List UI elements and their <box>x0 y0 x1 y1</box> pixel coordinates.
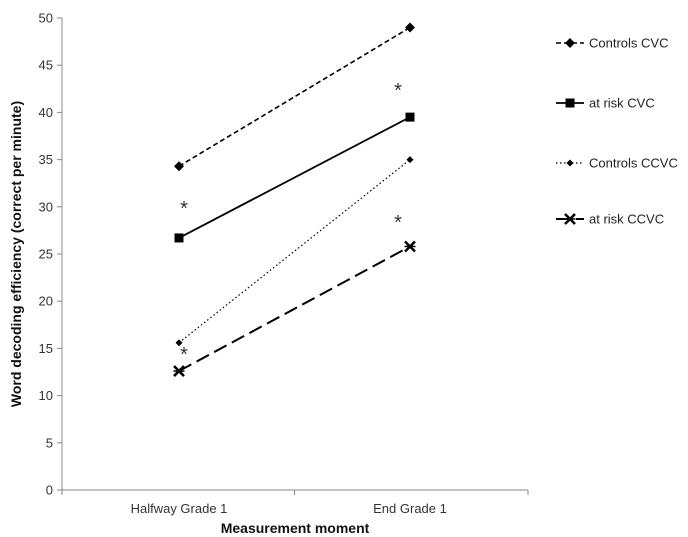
axes <box>61 18 528 491</box>
y-tick-label: 50 <box>39 11 53 26</box>
legend-label: at risk CCVC <box>589 212 664 227</box>
y-tick-label: 45 <box>39 58 53 73</box>
data-point <box>564 213 576 225</box>
x-ticks: Halfway Grade 1 End Grade 1 <box>61 490 529 516</box>
x-tick-label: End Grade 1 <box>373 501 447 516</box>
y-ticks: 0 5 10 15 20 25 30 35 40 45 50 <box>39 11 62 498</box>
series-at-risk-ccvc <box>173 240 416 377</box>
data-point <box>173 365 185 377</box>
legend-label: Controls CVC <box>589 36 668 51</box>
legend: Controls CVC at risk CVC Controls CCVC at r… <box>556 36 678 227</box>
data-point <box>565 38 575 48</box>
data-point <box>405 112 415 122</box>
significance-asterisk: * <box>180 198 188 220</box>
y-tick-label: 5 <box>46 435 53 450</box>
y-tick-label: 15 <box>39 341 53 356</box>
series-line <box>178 26 411 167</box>
series-at-risk-cvc <box>174 112 415 243</box>
data-point <box>566 159 574 167</box>
legend-label: at risk CVC <box>589 96 655 111</box>
y-axis-title: Word decoding efficiency (correct per mi… <box>8 101 24 407</box>
series-line <box>178 245 411 372</box>
data-point <box>174 161 184 172</box>
legend-item: Controls CVC <box>556 36 668 51</box>
y-tick-label: 35 <box>39 152 53 167</box>
data-point <box>405 22 415 33</box>
data-point <box>406 156 414 164</box>
y-tick-label: 0 <box>46 483 53 498</box>
x-tick-label: Halfway Grade 1 <box>131 501 228 516</box>
data-point <box>175 339 183 347</box>
data-point <box>404 240 416 253</box>
annotation-layer: * * * * <box>180 80 402 366</box>
legend-label: Controls CCVC <box>589 156 678 171</box>
series-line <box>178 116 411 239</box>
series-controls-cvc <box>174 22 415 172</box>
significance-asterisk: * <box>394 212 402 234</box>
series-layer <box>173 22 416 377</box>
x-axis-title: Measurement moment <box>221 520 370 536</box>
data-point <box>565 98 575 108</box>
data-point <box>174 233 184 243</box>
y-tick-label: 10 <box>39 388 53 403</box>
y-tick-label: 40 <box>39 105 53 120</box>
legend-item: Controls CCVC <box>556 156 678 171</box>
series-line <box>178 159 411 344</box>
y-tick-label: 20 <box>39 294 53 309</box>
y-tick-label: 25 <box>39 247 53 262</box>
legend-item: at risk CVC <box>556 96 655 111</box>
significance-asterisk: * <box>180 344 188 366</box>
y-tick-label: 30 <box>39 199 53 214</box>
legend-item: at risk CCVC <box>556 212 664 227</box>
significance-asterisk: * <box>394 80 402 102</box>
series-controls-ccvc <box>175 156 414 347</box>
